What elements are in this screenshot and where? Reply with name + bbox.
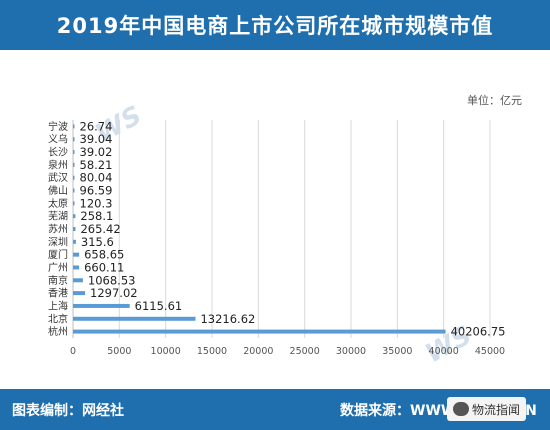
wechat-icon xyxy=(453,402,469,416)
y-tick-label: 杭州 xyxy=(48,325,68,338)
bar xyxy=(73,124,75,129)
y-tick-label: 长沙 xyxy=(48,147,68,159)
x-tick-label: 25000 xyxy=(290,346,320,357)
y-tick-label: 佛山 xyxy=(48,184,68,197)
bar xyxy=(73,265,80,270)
bar xyxy=(73,214,76,219)
bar xyxy=(73,291,86,296)
data-label: 120.3 xyxy=(80,196,113,210)
bar xyxy=(73,316,196,321)
bar xyxy=(73,252,80,257)
data-label: 13216.62 xyxy=(200,312,255,326)
x-tick-label: 0 xyxy=(70,346,76,357)
y-tick-label: 北京 xyxy=(48,312,68,325)
y-tick-label: 泉州 xyxy=(48,158,68,171)
bar-chart: 0 5000 10000 15000 20000 25000 30000 35000 40000… xyxy=(48,119,506,357)
bar xyxy=(73,303,130,308)
data-label: 660.11 xyxy=(84,260,124,274)
bar xyxy=(73,239,76,244)
data-label: 1297.02 xyxy=(90,286,138,300)
data-label: 39.04 xyxy=(80,132,113,146)
y-tick-label: 深圳 xyxy=(48,236,68,248)
bar xyxy=(73,201,75,206)
data-label: 40206.75 xyxy=(451,325,506,339)
bar xyxy=(73,175,75,180)
y-tick-label: 宁波 xyxy=(48,120,68,133)
data-label: 315.6 xyxy=(81,235,114,249)
unit-label: 单位：亿元 xyxy=(467,94,522,107)
x-tick-label: 40000 xyxy=(429,346,459,357)
wechat-badge-label: 物流指闻 xyxy=(472,402,521,417)
x-tick-label: 5000 xyxy=(107,346,131,357)
data-label: 39.02 xyxy=(80,145,113,159)
x-tick-label: 10000 xyxy=(151,346,181,357)
data-label: 658.65 xyxy=(84,248,124,262)
data-label: 6115.61 xyxy=(135,299,183,313)
x-tick-label: 20000 xyxy=(243,346,273,357)
data-label: 258.1 xyxy=(80,209,113,223)
x-tick-label: 45000 xyxy=(475,346,505,357)
footer: 图表编制：网经社 数据来源：WWW.100EC.CN 物流指闻 xyxy=(0,389,550,430)
bar xyxy=(73,150,75,155)
y-tick-label: 广州 xyxy=(48,262,68,274)
data-label: 80.04 xyxy=(80,171,113,185)
data-label: 58.21 xyxy=(80,158,113,172)
y-tick-label: 太原 xyxy=(48,197,68,210)
wechat-badge: 物流指闻 xyxy=(447,397,527,421)
y-tick-label: 苏州 xyxy=(48,223,68,236)
y-tick-label: 厦门 xyxy=(48,248,68,261)
bar xyxy=(73,137,75,142)
x-tick-label: 35000 xyxy=(382,346,412,357)
y-tick-label: 上海 xyxy=(48,299,68,312)
page-title: 2019年中国电商上市公司所在城市规模市值 xyxy=(0,0,550,50)
data-label: 1068.53 xyxy=(88,273,136,287)
y-tick-label: 芜湖 xyxy=(48,210,68,223)
bar xyxy=(73,329,446,334)
bar xyxy=(73,278,83,283)
data-label: 265.42 xyxy=(80,222,120,236)
x-tick-label: 15000 xyxy=(197,346,227,357)
footer-credit: 图表编制：网经社 xyxy=(12,403,124,419)
data-label: 96.59 xyxy=(80,184,113,198)
y-tick-label: 南京 xyxy=(48,274,68,287)
y-tick-label: 武汉 xyxy=(48,171,68,184)
y-tick-label: 义乌 xyxy=(48,133,68,146)
x-tick-label: 30000 xyxy=(336,346,366,357)
bar xyxy=(73,227,76,231)
bar xyxy=(73,162,75,167)
bar xyxy=(73,188,75,193)
data-label: 26.74 xyxy=(80,119,113,133)
y-tick-label: 香港 xyxy=(48,288,68,300)
